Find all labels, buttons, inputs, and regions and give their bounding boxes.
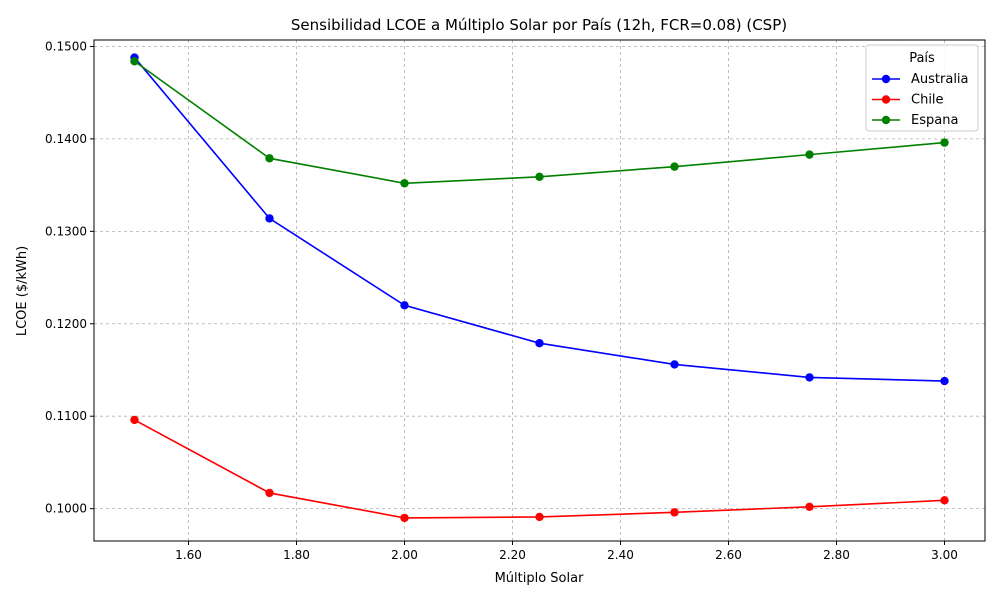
plot-frame — [93, 39, 986, 542]
x-tick-label: 1.80 — [283, 548, 310, 562]
legend-marker — [881, 95, 891, 104]
legend-marker — [881, 74, 891, 84]
series-lines — [130, 53, 949, 523]
legend-label: Australia — [911, 72, 969, 87]
data-point — [670, 508, 679, 517]
data-point — [805, 150, 814, 159]
legend-label: Chile — [911, 93, 944, 108]
x-tick-label: 2.80 — [823, 548, 850, 562]
series-line — [134, 60, 945, 185]
data-point — [670, 162, 679, 171]
y-tick-label: 0.1300 — [45, 224, 87, 238]
legend-item-australia: Australia — [872, 72, 969, 87]
y-tick-label: 0.1000 — [45, 502, 87, 516]
data-point — [940, 138, 949, 147]
legend: País Australia Chile Espana — [865, 44, 979, 132]
data-point — [940, 496, 949, 505]
data-point — [400, 513, 409, 523]
y-axis-label: LCOE ($/kWh) — [15, 246, 30, 336]
legend-label: Espana — [911, 113, 958, 128]
series-line — [133, 57, 945, 382]
data-point — [805, 373, 814, 382]
series-australia — [130, 53, 949, 386]
data-point — [535, 172, 544, 182]
x-tick-label: 2.00 — [391, 548, 418, 562]
y-tick-label: 0.1500 — [45, 39, 87, 53]
chart-title: Sensibilidad LCOE a Múltiplo Solar por P… — [291, 16, 787, 34]
series-line — [134, 419, 945, 519]
series-espana — [130, 57, 949, 188]
legend-marker — [881, 115, 891, 125]
data-point — [265, 154, 274, 163]
data-point — [400, 301, 409, 310]
y-tick-label: 0.1400 — [45, 132, 87, 146]
data-point — [130, 415, 139, 425]
x-tick-label: 2.20 — [499, 548, 526, 562]
legend-box — [865, 44, 979, 132]
x-tick-label: 3.00 — [931, 548, 958, 562]
data-point — [940, 376, 949, 386]
data-point — [535, 512, 544, 522]
data-point — [265, 214, 274, 223]
axes: 1.60 1.80 2.00 2.20 2.40 2.60 2.80 3.00 0.1000 0.… — [45, 39, 986, 562]
x-tick-label: 1.60 — [175, 548, 202, 562]
x-tick-label: 2.40 — [607, 548, 634, 562]
data-point — [535, 338, 544, 348]
grid — [94, 40, 985, 541]
legend-item-espana: Espana — [872, 113, 958, 128]
legend-title: País — [909, 51, 935, 66]
data-point — [265, 488, 274, 498]
legend-item-chile: Chile — [872, 93, 944, 108]
x-tick-label: 2.60 — [715, 548, 742, 562]
x-axis-label: Múltiplo Solar — [495, 571, 585, 586]
series-chile — [130, 415, 949, 523]
y-tick-label: 0.1200 — [45, 317, 87, 331]
data-point — [130, 57, 139, 66]
data-point — [670, 360, 679, 369]
data-point — [400, 179, 409, 188]
data-point — [805, 502, 814, 511]
y-tick-label: 0.1100 — [45, 409, 87, 423]
